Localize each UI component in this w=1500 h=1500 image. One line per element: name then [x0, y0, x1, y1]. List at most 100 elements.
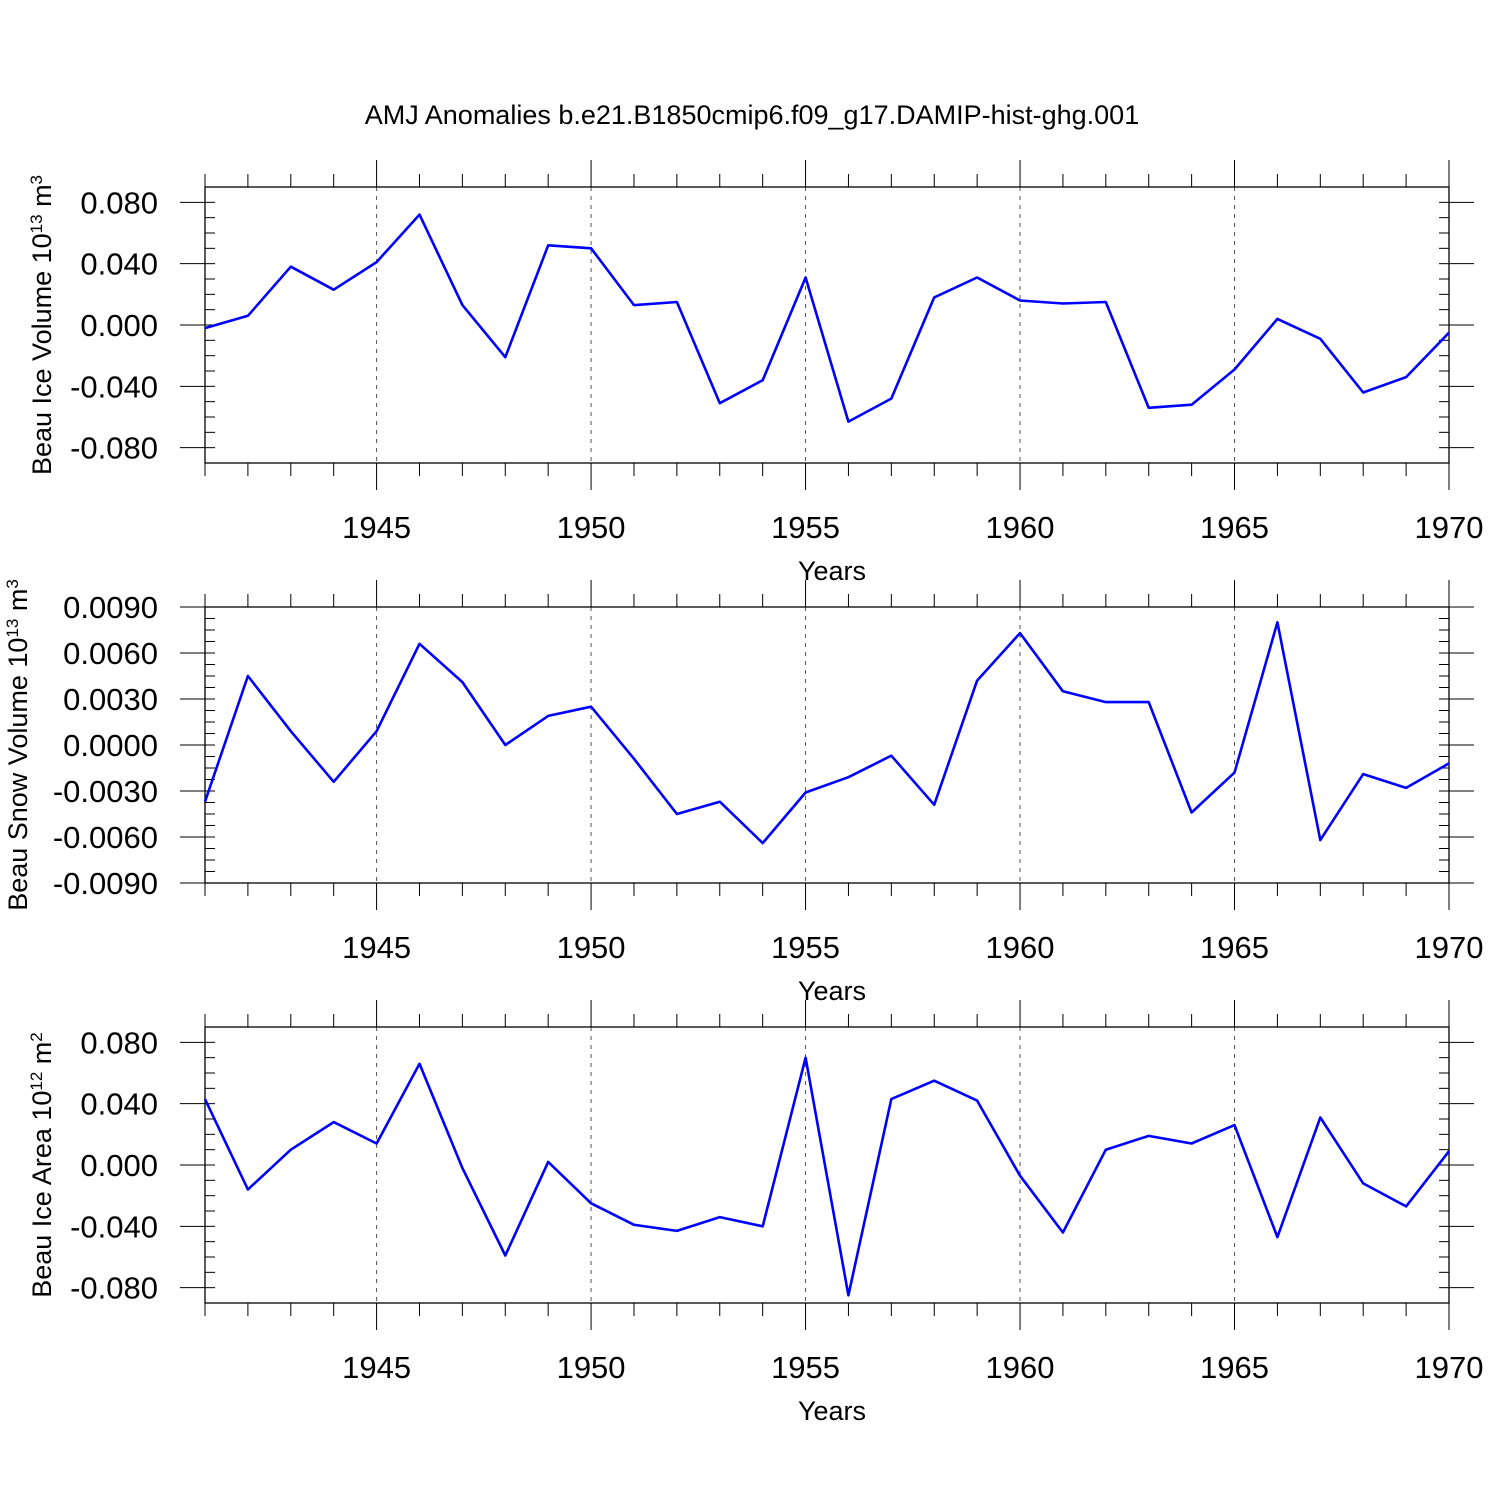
- data-point: [1318, 838, 1322, 842]
- data-point: [1018, 298, 1022, 302]
- data-point: [1018, 631, 1022, 635]
- data-point: [761, 841, 765, 845]
- data-point: [1190, 1142, 1194, 1146]
- data-point: [203, 800, 207, 804]
- x-tick-label: 1945: [342, 510, 411, 545]
- data-point: [718, 800, 722, 804]
- data-point: [632, 757, 636, 761]
- data-point: [1147, 1134, 1151, 1138]
- x-tick-label: 1945: [342, 1350, 411, 1385]
- x-tick-label: 1970: [1415, 510, 1484, 545]
- y-tick-label: -0.040: [70, 369, 158, 404]
- data-point: [460, 680, 464, 684]
- data-point: [1275, 620, 1279, 624]
- data-point: [889, 754, 893, 758]
- data-point: [675, 300, 679, 304]
- y-tick-label: 0.000: [80, 1148, 158, 1183]
- data-point: [975, 679, 979, 683]
- y-axis-label-ylabel-sup: 13: [3, 619, 22, 638]
- data-point: [503, 355, 507, 359]
- data-point: [1147, 700, 1151, 704]
- data-point: [1061, 689, 1065, 693]
- data-point: [1447, 1149, 1451, 1153]
- y-tick-label: -0.080: [70, 1271, 158, 1306]
- x-tick-label: 1955: [771, 1350, 840, 1385]
- x-axis-label: Years: [798, 976, 866, 1006]
- data-point: [761, 1224, 765, 1228]
- data-point: [503, 743, 507, 747]
- data-point: [718, 1215, 722, 1219]
- data-point: [1275, 317, 1279, 321]
- data-point: [675, 812, 679, 816]
- plot-frame: [204, 1026, 1450, 1304]
- data-point: [1233, 771, 1237, 775]
- data-point: [289, 265, 293, 269]
- y-axis-label-ylabel-sup: 12: [27, 1072, 46, 1091]
- plot-frame: [204, 606, 1450, 884]
- data-point: [1190, 403, 1194, 407]
- x-tick-label: 1950: [557, 1350, 626, 1385]
- x-axis-label: Years: [798, 1396, 866, 1426]
- x-tick-label: 1950: [557, 510, 626, 545]
- y-tick-label: 0.000: [80, 308, 158, 343]
- panel-snow-volume: -0.0090 -0.0060 -0.0030 0.0000 0.0030 0.0060 0…: [3, 579, 1484, 1006]
- data-point: [1404, 786, 1408, 790]
- x-tick-label: 1970: [1415, 930, 1484, 965]
- data-point: [246, 314, 250, 318]
- panel-ice-area: -0.080 -0.040 0.000 0.040 0.080 1945 1950 1955 1…: [27, 1000, 1484, 1426]
- y-axis-label-ylabel-sup: 13: [27, 214, 46, 233]
- data-point: [1233, 1123, 1237, 1127]
- y-tick-label: 0.080: [80, 185, 158, 220]
- x-tick-label: 1960: [986, 930, 1055, 965]
- data-point: [332, 288, 336, 292]
- data-point: [889, 1097, 893, 1101]
- data-point: [589, 246, 593, 250]
- data-point: [332, 780, 336, 784]
- data-point: [1190, 810, 1194, 814]
- x-tick-label: 1955: [771, 510, 840, 545]
- y-axis-label: Beau Ice Volume 1013 m3: [27, 175, 58, 475]
- data-point: [460, 1166, 464, 1170]
- data-point: [1447, 761, 1451, 765]
- data-point: [675, 1229, 679, 1233]
- data-point: [589, 1201, 593, 1205]
- y-tick-label: -0.040: [70, 1209, 158, 1244]
- y-axis-label: Beau Ice Area 1012 m2: [27, 1032, 58, 1298]
- data-point: [203, 1097, 207, 1101]
- chart-title: AMJ Anomalies b.e21.B1850cmip6.f09_g17.D…: [365, 100, 1139, 130]
- data-point: [503, 1253, 507, 1257]
- x-tick-label: 1965: [1200, 510, 1269, 545]
- data-point: [1361, 390, 1365, 394]
- data-point: [1275, 1235, 1279, 1239]
- data-point: [1361, 1181, 1365, 1185]
- y-axis-label-ylabel-unit: m: [3, 589, 33, 619]
- data-point: [846, 1293, 850, 1297]
- y-tick-label: 0.0060: [63, 636, 158, 671]
- y-axis-label-ylabel-main: Beau Ice Volume 10: [27, 233, 57, 475]
- data-point: [889, 397, 893, 401]
- data-point: [546, 1160, 550, 1164]
- series-line: [203, 1056, 1451, 1297]
- series-line: [203, 620, 1450, 845]
- data-point: [718, 401, 722, 405]
- data-point: [1233, 367, 1237, 371]
- data-point: [1061, 1230, 1065, 1234]
- y-tick-label: 0.040: [80, 247, 158, 282]
- data-point: [1318, 1115, 1322, 1119]
- y-tick-label: 0.0000: [63, 728, 158, 763]
- data-point: [975, 275, 979, 279]
- data-point: [632, 1223, 636, 1227]
- data-point: [804, 275, 808, 279]
- plot-frame: [204, 186, 1450, 464]
- data-point: [1318, 337, 1322, 341]
- data-point: [246, 1188, 250, 1192]
- x-tick-label: 1970: [1415, 1350, 1484, 1385]
- data-point: [589, 705, 593, 709]
- data-point: [932, 1079, 936, 1083]
- y-tick-label: -0.080: [70, 431, 158, 466]
- data-point: [846, 420, 850, 424]
- x-tick-label: 1960: [986, 510, 1055, 545]
- x-tick-label: 1965: [1200, 930, 1269, 965]
- y-tick-label: 0.0090: [63, 590, 158, 625]
